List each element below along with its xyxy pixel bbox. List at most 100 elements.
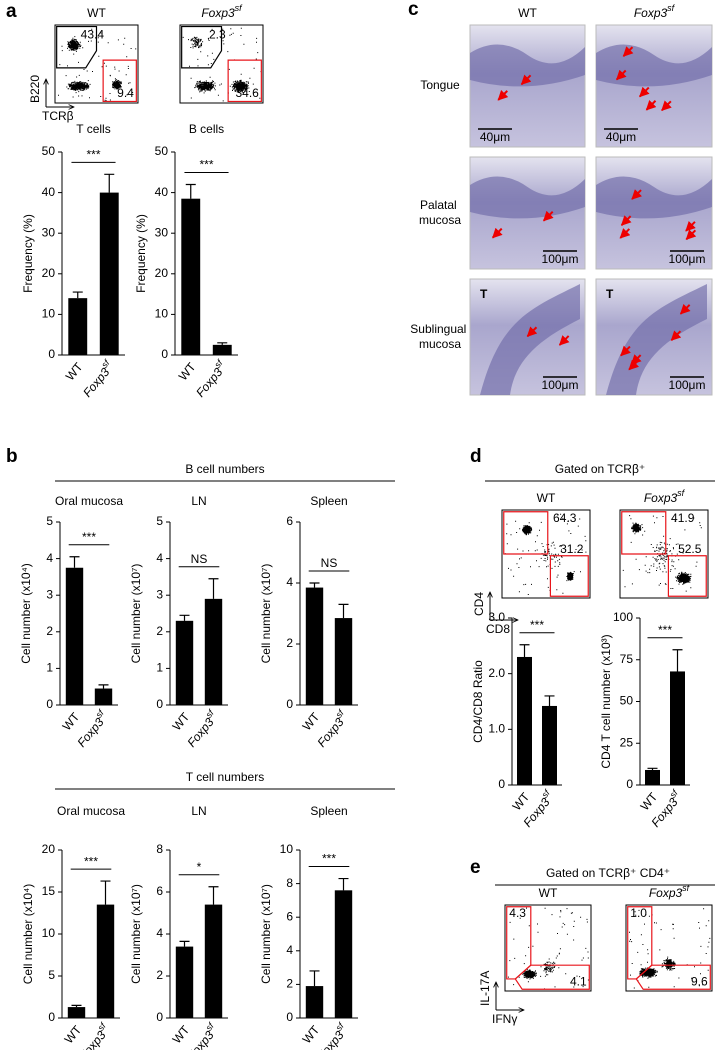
y-axis-label: B220: [28, 75, 42, 103]
events: [622, 515, 702, 592]
gate: [621, 511, 667, 555]
y-tick-label: 20: [42, 266, 56, 280]
y-tick-label: 4: [286, 943, 293, 957]
chart-title: Oral mucosa: [57, 804, 125, 818]
y-tick-label: 6: [156, 884, 163, 898]
significance-label: *: [197, 860, 202, 874]
gate-frequency: 52.5: [678, 542, 702, 556]
gate-frequency: 4.1: [570, 975, 587, 989]
events: [182, 27, 262, 102]
chart-title: Spleen: [310, 494, 347, 508]
y-tick-label: 5: [46, 514, 53, 528]
significance-label: ***: [322, 852, 336, 866]
error-bar: [672, 649, 683, 672]
y-tick-label: 10: [42, 307, 56, 321]
y-tick-label: 8: [286, 876, 293, 890]
error-bar: [544, 695, 555, 706]
error-bar: [217, 342, 228, 345]
x-tick-label: WT: [176, 359, 199, 383]
chart-title: LN: [191, 804, 206, 818]
significance-label: ***: [530, 618, 544, 632]
error-bar: [98, 684, 109, 689]
y-tick-label: 6: [286, 514, 293, 528]
gate-frequency: 1.0: [630, 906, 647, 920]
gate-header: Gated on TCRβ⁺: [555, 462, 645, 476]
y-tick-label: 0: [498, 777, 505, 791]
y-tick-label: 10: [155, 307, 169, 321]
y-tick-label: 10: [42, 926, 56, 940]
error-bar: [519, 644, 530, 657]
chart-title: B cells: [189, 122, 224, 136]
y-tick-label: 30: [42, 225, 56, 239]
plot-frame: [625, 904, 713, 992]
scale-bar-label: 40μm: [606, 130, 636, 144]
cell-arrow: [631, 189, 642, 200]
cell-arrow: [679, 303, 691, 315]
error-bar: [309, 970, 320, 987]
cell-arrow: [620, 345, 631, 357]
gate-frequency: 43.4: [81, 27, 105, 41]
bar: [96, 904, 115, 1018]
gate: [503, 511, 549, 555]
y-tick-label: 1: [156, 661, 163, 675]
cell-arrow: [685, 220, 696, 232]
column-title: Foxp3sf: [634, 3, 676, 20]
error-bar: [104, 173, 115, 193]
gate: [549, 555, 589, 597]
y-tick-label: 0: [48, 347, 55, 361]
significance-label: ***: [658, 623, 672, 637]
x-tick-label: WT: [170, 709, 193, 733]
scale-bar-label: 100μm: [542, 252, 579, 266]
error-bar: [647, 767, 658, 770]
error-bar: [179, 940, 190, 947]
row-label: Palatal mucosa: [419, 198, 461, 227]
x-tick-label: WT: [300, 709, 323, 733]
error-bar: [208, 886, 219, 905]
y-tick-label: 50: [42, 144, 56, 158]
plot-column-title: Foxp3sf: [644, 488, 686, 505]
x-tick-label: Foxp3sf: [72, 707, 112, 750]
bar: [94, 688, 113, 705]
cell-arrow: [619, 228, 631, 239]
y-axis-label: Cell number (x10⁷): [259, 884, 273, 984]
x-tick-label: WT: [63, 359, 86, 383]
error-bar: [100, 880, 111, 905]
significance-label: ***: [86, 148, 100, 162]
panel-label: a: [6, 1, 17, 22]
x-tick-label: Foxp3sf: [191, 357, 231, 400]
bar: [67, 1007, 86, 1018]
plot-column-title: WT: [539, 886, 558, 900]
epithelium: [480, 284, 580, 395]
cell-arrow: [542, 210, 554, 222]
y-axis-label: CD4/CD8 Ratio: [471, 660, 485, 743]
chart-title: Spleen: [310, 804, 347, 818]
y-axis-label: Cell number (x10⁴): [21, 884, 35, 985]
gate: [181, 25, 223, 69]
y-tick-label: 4: [286, 575, 293, 589]
cell-arrow: [558, 334, 570, 346]
cell-arrow: [520, 74, 532, 86]
bar: [670, 671, 685, 785]
row-label: Tongue: [420, 78, 460, 92]
error-bar: [179, 614, 190, 621]
gate-frequency: 9.4: [117, 86, 134, 100]
x-tick-label: WT: [170, 1022, 193, 1046]
cell-arrow: [492, 227, 503, 239]
y-axis-label: Frequency (%): [21, 214, 35, 293]
error-bar: [208, 578, 219, 599]
y-tick-label: 2: [156, 624, 163, 638]
y-tick-label: 0: [286, 1010, 293, 1024]
y-tick-label: 0: [156, 1010, 163, 1024]
gate-frequency: 34.6: [235, 86, 259, 100]
gate: [514, 964, 590, 990]
y-axis-label: CD4 T cell number (x10³): [599, 634, 613, 768]
gate-header: Gated on TCRβ⁺ CD4⁺: [546, 866, 670, 880]
cell-arrow: [639, 86, 650, 98]
scale-bar-label: 100μm: [542, 378, 579, 392]
bar: [645, 769, 660, 785]
tissue-marker: T: [606, 287, 614, 301]
x-tick-label: WT: [300, 1022, 323, 1046]
bar: [334, 618, 353, 705]
y-tick-label: 50: [155, 144, 169, 158]
